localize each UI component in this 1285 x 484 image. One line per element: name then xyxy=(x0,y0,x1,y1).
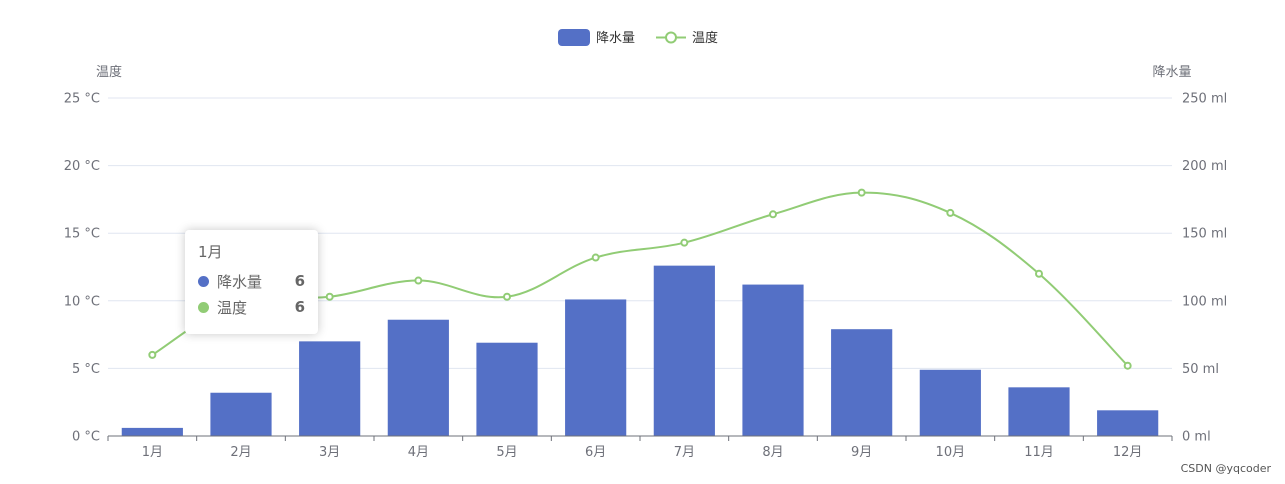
y-left-tick-label: 0 °C xyxy=(72,430,100,445)
temperature-point[interactable] xyxy=(325,292,334,301)
tooltip: 1月 降水量 6 温度 6 xyxy=(185,230,318,334)
x-tick-label: 2月 xyxy=(230,445,251,460)
y-left-tick-label: 25 °C xyxy=(64,92,100,107)
temperature-point[interactable] xyxy=(1035,269,1043,278)
tooltip-row-temp: 温度 6 xyxy=(198,294,305,320)
bar[interactable] xyxy=(210,392,272,436)
tooltip-row-precip: 降水量 6 xyxy=(198,268,305,294)
bar[interactable] xyxy=(1008,387,1070,436)
tooltip-label-temp: 温度 xyxy=(217,298,248,317)
legend-swatch-precip xyxy=(558,29,590,46)
y-right-tick-label: 250 ml xyxy=(1182,92,1227,107)
temperature-point[interactable] xyxy=(503,292,511,301)
x-tick-label: 4月 xyxy=(408,445,429,460)
x-tick-label: 8月 xyxy=(762,445,783,460)
y-right-tick-label: 150 ml xyxy=(1182,227,1227,242)
legend-item-temp[interactable]: 温度 xyxy=(656,30,718,46)
y-right-tick-label: 0 ml xyxy=(1182,430,1211,445)
legend-marker-temp xyxy=(665,31,677,44)
legend-label-temp: 温度 xyxy=(692,30,718,46)
temperature-point[interactable] xyxy=(769,210,777,219)
bar[interactable] xyxy=(476,342,538,436)
bar[interactable] xyxy=(742,284,804,436)
bar[interactable] xyxy=(565,299,627,436)
tooltip-dot-precip xyxy=(198,275,209,287)
x-tick-label: 1月 xyxy=(142,445,163,460)
tooltip-title: 1月 xyxy=(198,243,223,261)
y-right-tick-label: 200 ml xyxy=(1182,159,1227,174)
x-tick-label: 10月 xyxy=(936,445,966,460)
y-right-tick-label: 100 ml xyxy=(1182,294,1227,309)
x-tick-label: 3月 xyxy=(319,445,340,460)
tooltip-label-precip: 降水量 xyxy=(217,272,263,291)
tooltip-value-precip: 6 xyxy=(294,272,305,290)
temperature-point[interactable] xyxy=(1123,361,1132,370)
y-right-axis-name: 降水量 xyxy=(1152,65,1191,80)
bar[interactable] xyxy=(121,427,183,436)
x-tick-label: 5月 xyxy=(496,445,517,460)
bar[interactable] xyxy=(919,369,981,436)
tooltip-value-temp: 6 xyxy=(294,298,305,316)
x-tick-label: 6月 xyxy=(585,445,606,460)
y-left-tick-label: 15 °C xyxy=(64,227,100,242)
y-left-axis-name: 温度 xyxy=(96,64,122,80)
legend[interactable]: 降水量 温度 xyxy=(558,29,718,46)
axes: 0 °C 0 ml 5 °C 50 ml 10 °C 100 ml 15 °C 150 ml 2… xyxy=(64,64,1228,460)
y-left-tick-label: 10 °C xyxy=(64,294,100,309)
bar[interactable] xyxy=(831,329,893,436)
line-series xyxy=(148,188,1132,370)
x-tick-label: 11月 xyxy=(1024,445,1054,460)
x-tick-label: 7月 xyxy=(674,445,695,460)
temperature-point[interactable] xyxy=(591,253,600,262)
y-left-tick-label: 5 °C xyxy=(72,362,100,377)
watermark: CSDN @yqcoder xyxy=(1180,462,1271,475)
temperature-point[interactable] xyxy=(946,208,955,217)
x-tick-label: 9月 xyxy=(851,445,872,460)
temperature-line xyxy=(151,191,1129,367)
temperature-point[interactable] xyxy=(148,350,157,359)
temperature-point[interactable] xyxy=(680,238,689,247)
y-right-tick-label: 50 ml xyxy=(1182,362,1219,377)
legend-label-precip: 降水量 xyxy=(596,31,635,46)
temperature-point[interactable] xyxy=(857,188,866,197)
bar-series xyxy=(121,265,1159,436)
legend-item-precip[interactable]: 降水量 xyxy=(558,29,635,46)
bar[interactable] xyxy=(299,341,361,436)
temperature-point[interactable] xyxy=(414,276,423,285)
bar[interactable] xyxy=(653,265,715,436)
tooltip-dot-temp xyxy=(198,301,209,313)
x-tick-label: 12月 xyxy=(1113,445,1143,460)
y-left-tick-label: 20 °C xyxy=(64,159,100,174)
bar[interactable] xyxy=(387,319,449,436)
bar[interactable] xyxy=(1097,410,1159,436)
